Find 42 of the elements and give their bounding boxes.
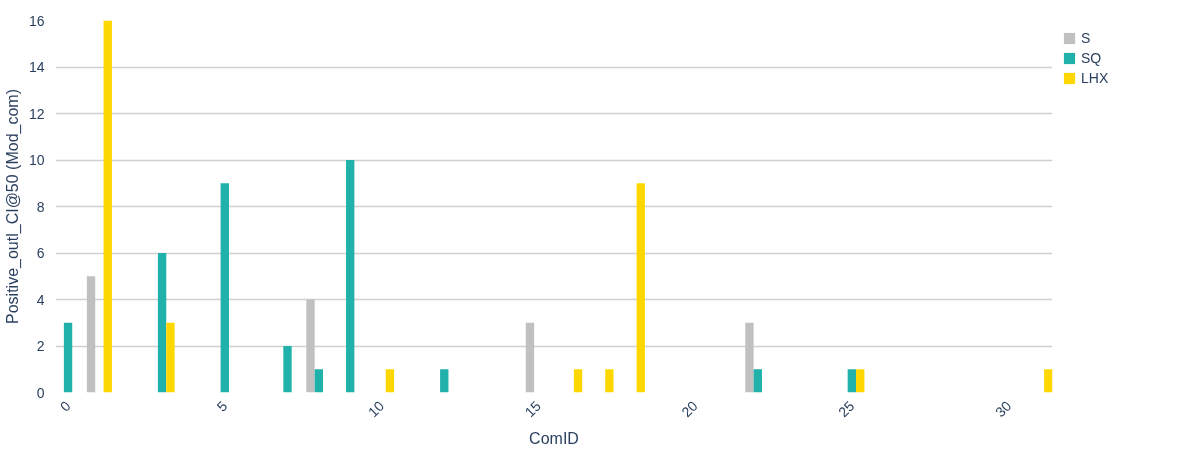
bar — [86, 276, 96, 393]
bar — [636, 183, 645, 393]
x-tick-label: 5 — [213, 397, 231, 415]
bar — [283, 346, 292, 393]
bar — [1044, 369, 1053, 393]
bar — [314, 369, 324, 393]
y-tick-label: 8 — [36, 198, 45, 215]
bar — [847, 369, 857, 393]
x-tick-label: 10 — [364, 397, 388, 421]
bar — [745, 322, 754, 393]
y-tick-label: 6 — [36, 245, 45, 261]
x-axis-title: ComID — [529, 429, 579, 447]
y-tick-label: 12 — [28, 105, 45, 122]
y-tick-label: 10 — [28, 152, 45, 168]
bar — [166, 322, 175, 393]
bar — [525, 322, 535, 393]
bar — [753, 369, 762, 393]
x-tick-label: 20 — [678, 397, 701, 421]
bar — [306, 299, 315, 393]
legend-label: S — [1081, 30, 1092, 46]
legend-label: LHX — [1081, 70, 1109, 86]
bar — [103, 20, 112, 393]
bar — [220, 183, 229, 393]
x-tick-label: 15 — [521, 397, 545, 421]
bar — [157, 253, 167, 393]
bar — [856, 369, 865, 393]
legend-label: SQ — [1081, 50, 1102, 66]
x-tick-label: 25 — [835, 397, 858, 421]
y-tick-label: 0 — [36, 384, 45, 401]
bar — [440, 369, 449, 393]
y-tick-label: 4 — [36, 291, 45, 308]
bar — [385, 369, 395, 393]
y-tick-label: 14 — [28, 59, 45, 75]
y-axis-title: Positive_outl_CI@50 (Mod_com) — [3, 88, 22, 324]
y-tick-label: 16 — [28, 12, 45, 29]
x-tick-label: 0 — [56, 397, 74, 415]
y-tick-label: 2 — [36, 338, 45, 354]
bar — [63, 322, 73, 393]
bar — [573, 369, 583, 393]
bar — [605, 369, 614, 393]
bar — [346, 160, 355, 393]
x-tick-label: 30 — [991, 397, 1015, 421]
